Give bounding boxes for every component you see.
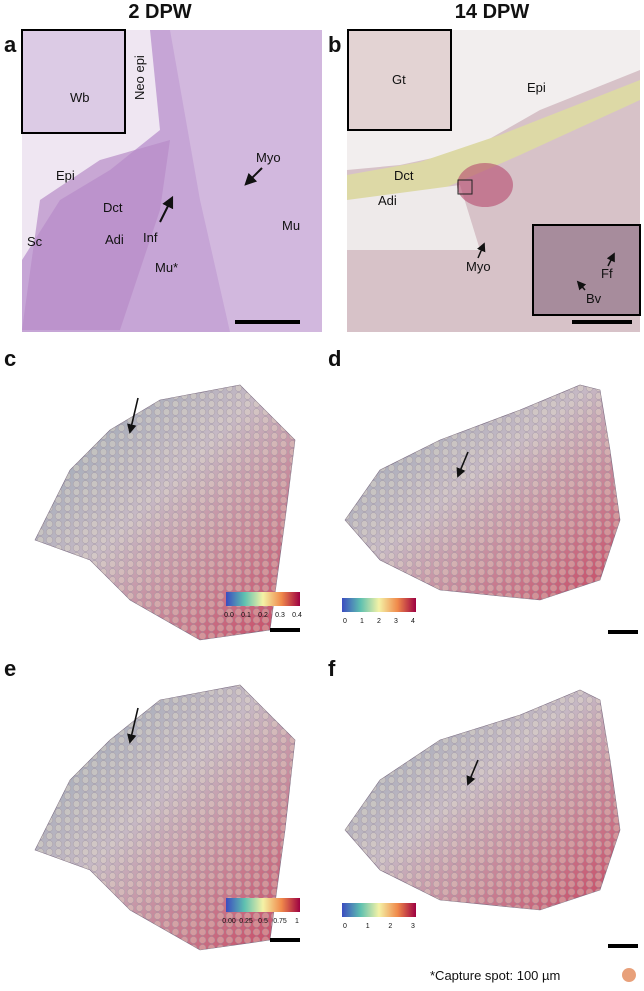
annotation: Myo — [466, 259, 491, 274]
arrow — [127, 707, 139, 744]
annotation: Wb — [70, 90, 90, 105]
colorbar-tick-label: 2 — [377, 618, 381, 625]
colorbar-tick-label: 0 — [343, 923, 347, 930]
annotation: Sc — [27, 234, 43, 249]
colorbar — [226, 592, 300, 606]
colorbar-tick-label: 0.4 — [292, 612, 302, 619]
colorbar-tick-label: 3 — [411, 923, 415, 930]
colorbar-tick-label: 0.1 — [241, 612, 251, 619]
tissue-section: 0 1 2 3 4 — [342, 384, 638, 634]
colorbar-tick-label: 0.00 — [222, 918, 236, 925]
capture-spots — [35, 685, 295, 950]
colorbar-tick-label: 0.3 — [275, 612, 285, 619]
annotation: Inf — [143, 230, 158, 245]
colorbar-tick-label: 1 — [366, 923, 370, 930]
tissue-section: 0.00 0.25 0.5 0.75 1 — [34, 684, 300, 951]
annotation: Neo epi — [132, 55, 147, 100]
capture-spots — [345, 690, 620, 910]
annotation: Epi — [527, 80, 546, 95]
colorbar — [342, 598, 416, 612]
annotation: Dct — [103, 200, 123, 215]
colorbar-tick-label: 3 — [394, 618, 398, 625]
scale-bar — [270, 628, 300, 632]
tissue-section: 0 1 2 3 — [342, 689, 638, 948]
tissue-section: 0.0 0.1 0.2 0.3 0.4 — [34, 384, 302, 641]
colorbar-tick-label: 0 — [343, 618, 347, 625]
colorbar-tick-label: 0.25 — [239, 918, 253, 925]
annotation: Gt — [392, 72, 406, 87]
annotation: Myo — [256, 150, 281, 165]
panel-label: a — [4, 32, 17, 57]
footnote: *Capture spot: 100 µm — [430, 968, 560, 983]
colorbar-tick-label: 2 — [388, 923, 392, 930]
column-title: 2 DPW — [128, 1, 191, 23]
scale-bar — [608, 944, 638, 948]
colorbar-tick-label: 0.5 — [258, 918, 268, 925]
panel-label: b — [328, 32, 341, 57]
annotation: Mu — [282, 218, 300, 233]
panel-label: e — [4, 656, 16, 681]
colorbar-tick-label: 1 — [295, 918, 299, 925]
colorbar-tick-label: 1 — [360, 618, 364, 625]
arrow — [456, 451, 469, 478]
panel-b — [347, 29, 641, 332]
capture-spots — [35, 385, 295, 640]
annotation: Mu* — [155, 260, 178, 275]
colorbar — [226, 898, 300, 912]
scale-bar — [608, 630, 638, 634]
arrow — [466, 759, 479, 786]
annotation: Dct — [394, 168, 414, 183]
colorbar — [342, 903, 416, 917]
colorbar-tick-label: 4 — [411, 618, 415, 625]
annotation: Adi — [105, 232, 124, 247]
panel-a — [21, 29, 322, 332]
colorbar-tick-label: 0.2 — [258, 612, 268, 619]
annotation: Adi — [378, 193, 397, 208]
capture-spots — [345, 385, 620, 600]
scale-bar — [270, 938, 300, 942]
annotation: Epi — [56, 168, 75, 183]
column-title: 14 DPW — [455, 1, 530, 23]
capture-spot-icon — [622, 968, 636, 982]
arrow — [127, 397, 139, 434]
annotation: Bv — [586, 291, 602, 306]
panel-label: f — [328, 656, 336, 681]
annotation: Ff — [601, 266, 613, 281]
colorbar-tick-label: 0.0 — [224, 612, 234, 619]
panel-label: c — [4, 346, 16, 371]
colorbar-tick-label: 0.75 — [273, 918, 287, 925]
panel-label: d — [328, 346, 341, 371]
